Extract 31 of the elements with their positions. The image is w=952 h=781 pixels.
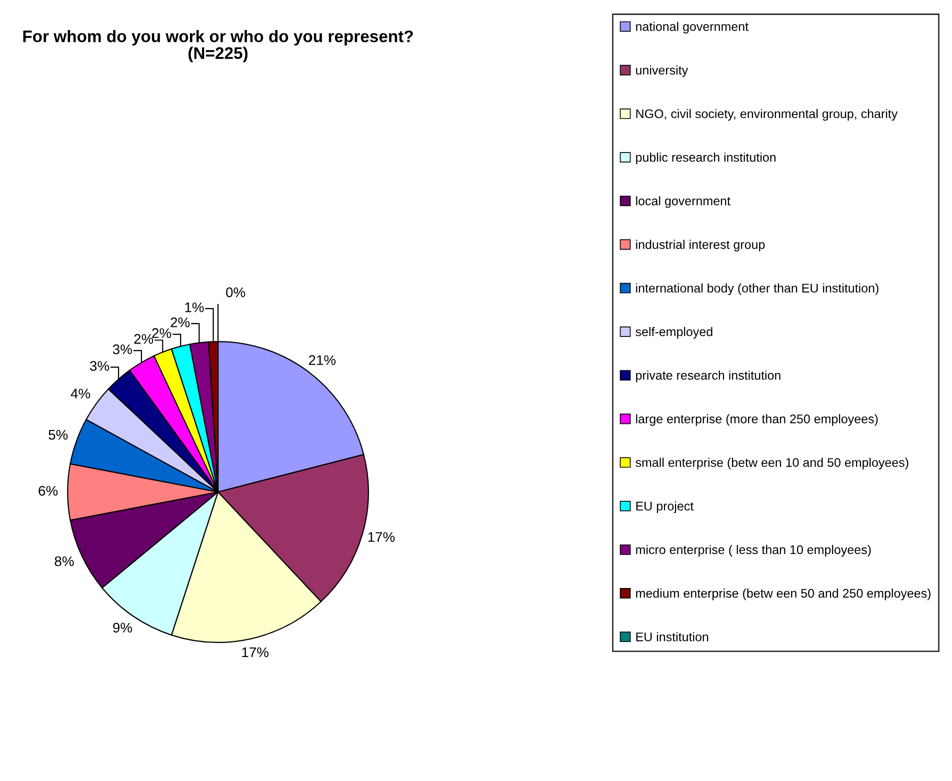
text: 0% bbox=[226, 287, 246, 298]
data-label: 6% bbox=[38, 486, 58, 496]
data-label: 2% bbox=[170, 317, 190, 328]
legend-label: small enterprise (betw een 10 and 50 employees) bbox=[636, 458, 908, 470]
legend-label: national government bbox=[636, 22, 748, 34]
data-label: 4% bbox=[70, 388, 90, 398]
data-label: 17% bbox=[242, 647, 268, 658]
legend-label: local government bbox=[636, 196, 730, 208]
legend-label: industrial interest group bbox=[636, 240, 765, 252]
legend-label: private research institution bbox=[636, 370, 780, 382]
legend-label: NGO, civil society, environmental group, charity bbox=[636, 109, 898, 121]
data-label: 1% bbox=[185, 302, 204, 312]
text: For whom do you work or who do you represent? (N=225) bbox=[23, 30, 413, 62]
legend-label: EU project bbox=[636, 501, 694, 513]
legend-label: university bbox=[636, 65, 688, 78]
data-label: 21% bbox=[308, 355, 336, 365]
data-label: 3% bbox=[90, 361, 110, 371]
legend-label: medium enterprise (betw een 50 and 250 employees) bbox=[636, 588, 930, 600]
legend-label: public research institution bbox=[636, 152, 776, 164]
legend-label: large enterprise (more than 250 employees) bbox=[636, 414, 878, 426]
data-label: 8% bbox=[54, 556, 74, 566]
data-label: 2% bbox=[152, 328, 172, 338]
data-label: 3% bbox=[112, 344, 132, 354]
data-label: 2% bbox=[134, 334, 154, 344]
data-label: 17% bbox=[368, 532, 395, 542]
legend-label: micro enterprise ( less than 10 employees) bbox=[636, 544, 871, 557]
legend-label: international body (other than EU institution) bbox=[636, 283, 878, 296]
legend-label: EU institution bbox=[636, 632, 708, 642]
data-label: 5% bbox=[48, 430, 68, 440]
legend-label: self-employed bbox=[636, 326, 712, 339]
data-label: 9% bbox=[113, 622, 132, 633]
